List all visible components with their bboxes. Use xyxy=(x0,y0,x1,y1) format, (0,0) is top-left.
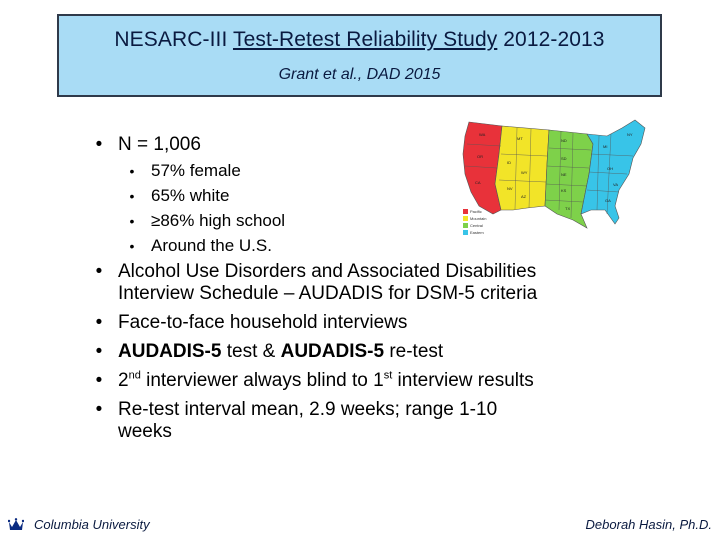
map-state-label: TX xyxy=(565,206,570,211)
title-underlined: Test-Retest Reliability Study xyxy=(232,28,498,51)
footer-left: Columbia University xyxy=(8,517,150,532)
sub-item-female: • 57% female xyxy=(88,161,648,181)
map-state-label: NY xyxy=(627,132,633,137)
bullet-icon: • xyxy=(129,188,135,204)
bullet-icon: • xyxy=(95,261,103,282)
list-item-interviewer: • 2nd interviewer always blind to 1st in… xyxy=(88,370,648,392)
map-state-label: SD xyxy=(561,156,567,161)
map-state-label: OH xyxy=(607,166,613,171)
map-state-label: AZ xyxy=(521,194,527,199)
map-state-label: WA xyxy=(479,132,486,137)
slide-subtitle: Grant et al., DAD 2015 xyxy=(278,66,441,83)
footer-author: Deborah Hasin, Ph.D. xyxy=(585,517,712,532)
footer-institution: Columbia University xyxy=(34,517,150,532)
map-region-central xyxy=(544,129,594,229)
map-state-label: WY xyxy=(521,170,528,175)
bullet-icon: • xyxy=(95,399,103,420)
sub-item-white: • 65% white xyxy=(88,186,648,206)
list-item-face-to-face: • Face-to-face household interviews xyxy=(88,312,648,334)
us-regions-map: WA OR CA MT ID WY NV AZ ND SD NE KS TX MI OH VA GA NY xyxy=(462,119,646,229)
sub-item-us: • Around the U.S. xyxy=(88,236,648,256)
legend-row-eastern: Eastern xyxy=(463,229,486,235)
map-state-label: ND xyxy=(561,138,567,143)
map-state-label: CA xyxy=(475,180,481,185)
legend-row-mountain: Mountain xyxy=(463,215,486,221)
bullet-icon: • xyxy=(95,341,103,362)
bullet-icon: • xyxy=(95,312,103,333)
bullet-icon: • xyxy=(95,370,103,391)
map-state-label: KS xyxy=(561,188,567,193)
crown-icon xyxy=(8,517,24,530)
legend-swatch xyxy=(463,215,468,221)
bullet-icon: • xyxy=(129,163,135,179)
map-state-label: NE xyxy=(561,172,567,177)
slide-title: NESARC-III Test-Retest Reliability Study… xyxy=(114,28,605,51)
bullet-list: • N = 1,006 • 57% female • 65% white • ≥… xyxy=(88,134,648,450)
map-state-label: ID xyxy=(507,160,511,165)
map-state-label: MT xyxy=(517,136,523,141)
map-legend: Pacific Mountain Central Eastern xyxy=(463,208,486,236)
legend-swatch xyxy=(463,222,468,228)
list-item-retest-interval: • Re-test interval mean, 2.9 weeks; rang… xyxy=(88,399,648,443)
list-item-audadis: • Alcohol Use Disorders and Associated D… xyxy=(88,261,648,305)
legend-row-pacific: Pacific xyxy=(463,208,486,214)
bullet-icon: • xyxy=(129,238,135,254)
map-region-eastern xyxy=(580,119,646,225)
bullet-icon: • xyxy=(129,213,135,229)
legend-swatch xyxy=(463,208,468,214)
list-item-n: • N = 1,006 xyxy=(88,134,648,156)
bullet-icon: • xyxy=(95,134,103,155)
legend-swatch xyxy=(463,229,468,235)
map-state-label: OR xyxy=(477,154,483,159)
legend-row-central: Central xyxy=(463,222,486,228)
map-state-label: MI xyxy=(603,144,607,149)
title-box: NESARC-III Test-Retest Reliability Study… xyxy=(57,14,662,97)
list-item-test-retest: • AUDADIS-5 test & AUDADIS-5 re-test xyxy=(88,341,648,363)
map-state-label: GA xyxy=(605,198,611,203)
map-state-label: NV xyxy=(507,186,513,191)
sub-item-high-school: • ≥86% high school xyxy=(88,211,648,231)
map-state-label: VA xyxy=(613,182,618,187)
